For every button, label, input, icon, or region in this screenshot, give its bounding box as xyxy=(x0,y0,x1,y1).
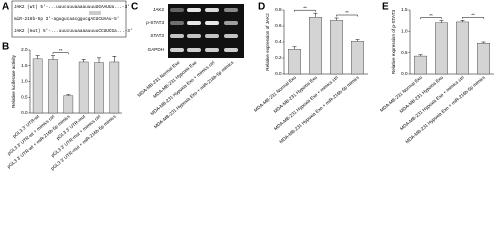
panel-label: E xyxy=(382,2,389,13)
blot-band xyxy=(205,8,219,12)
y-tick-label: 0.0 xyxy=(275,71,282,76)
bar xyxy=(63,95,74,114)
blot-band xyxy=(205,48,219,52)
significance-bracket xyxy=(52,52,69,55)
protein-label: JAK2 xyxy=(153,7,164,12)
significance-label: ** xyxy=(471,12,475,17)
panel-label: B xyxy=(2,42,9,53)
sequence-row: JAK2 (mut) 5'-...uuucuuuaaaauuuuCCUUCGa.… xyxy=(14,29,133,34)
y-tick-label: 1.5 xyxy=(401,7,408,12)
y-axis-title: Relative expression of JAK2 xyxy=(265,13,270,71)
error-bar xyxy=(439,20,444,23)
protein-label: GAPDH xyxy=(148,47,164,52)
pairing-lines xyxy=(89,11,101,15)
sequence-box xyxy=(11,0,127,38)
blot-band xyxy=(224,48,238,52)
y-tick-label: 0.4 xyxy=(275,39,282,44)
significance-label: ** xyxy=(345,10,349,15)
error-bar xyxy=(97,57,101,63)
bar xyxy=(330,20,344,75)
error-bar xyxy=(418,54,423,57)
bar xyxy=(456,21,470,75)
error-bar xyxy=(481,41,486,44)
blot-band xyxy=(224,8,238,12)
blot-band xyxy=(205,34,219,38)
bar xyxy=(351,41,365,75)
y-tick-label: 0.5 xyxy=(21,94,28,99)
significance-label: ** xyxy=(429,13,433,18)
protein-label: p-STAT3 xyxy=(146,20,164,25)
significance-bracket xyxy=(336,14,358,17)
bar xyxy=(435,22,449,75)
protein-label: STAT3 xyxy=(150,33,164,38)
significance-bracket xyxy=(420,17,442,20)
y-tick-label: 0.8 xyxy=(275,7,282,12)
significance-label: ** xyxy=(59,48,63,53)
blot-band xyxy=(224,21,238,25)
blot-band xyxy=(187,34,201,38)
x-tick-label: MDA-MB-231 Hypoxia Exo + miR-216b-5p mim… xyxy=(278,74,360,144)
bar xyxy=(78,61,89,114)
bar xyxy=(32,58,43,114)
blot-band xyxy=(170,8,184,12)
error-bar xyxy=(35,55,40,59)
y-tick-label: 0.0 xyxy=(401,71,408,76)
y-tick-label: 1.5 xyxy=(21,63,28,68)
sequence-row: JAK2 (wt) 5'-...uuucuuuaaaauuuuUGAAUUa..… xyxy=(14,5,130,10)
error-bar xyxy=(460,19,465,22)
error-bar xyxy=(81,59,86,62)
y-axis-title: Relative luciferase activity xyxy=(11,54,16,108)
significance-bracket xyxy=(294,9,316,12)
significance-bracket xyxy=(462,16,484,19)
bar xyxy=(109,61,120,114)
blot-band xyxy=(205,21,219,25)
bar xyxy=(94,62,104,114)
blot-band xyxy=(187,48,201,52)
panel-label: D xyxy=(258,2,265,13)
error-bar xyxy=(66,94,71,96)
blot-band xyxy=(224,34,238,38)
y-tick-label: 0.5 xyxy=(401,50,408,55)
blot-band xyxy=(187,21,201,25)
blot-band xyxy=(170,21,184,25)
blot-band xyxy=(187,8,201,12)
error-bar xyxy=(112,56,117,62)
y-tick-label: 0.0 xyxy=(21,110,28,115)
y-tick-label: 2.0 xyxy=(21,47,28,52)
y-tick-label: 0.6 xyxy=(275,23,282,28)
error-bar xyxy=(51,55,55,60)
figure: A B C D E JAK2 (wt) 5'-...uuucuuuaaaauuu… xyxy=(2,0,494,171)
panel-label: C xyxy=(131,2,138,13)
error-bar xyxy=(355,39,360,42)
significance-label: ** xyxy=(303,5,307,10)
error-bar xyxy=(292,46,297,50)
bar xyxy=(477,43,491,75)
bar xyxy=(288,49,302,75)
y-tick-label: 0.2 xyxy=(275,55,282,60)
x-tick-label: MDA-MB-231 Hypoxia Exo + miR-216b-5p mim… xyxy=(404,74,486,144)
sequence-row: miR-216b-5p 3'-agugucaacggucgACUCUAAu-5' xyxy=(14,17,119,22)
panel-label: A xyxy=(2,2,9,13)
blot-band xyxy=(170,34,184,38)
error-bar xyxy=(313,12,318,18)
bar xyxy=(414,55,428,75)
y-tick-label: 1.0 xyxy=(21,79,28,84)
y-tick-label: 1.0 xyxy=(401,29,408,34)
bar xyxy=(48,59,58,114)
error-bar xyxy=(334,17,339,21)
blot-band xyxy=(170,48,184,52)
y-axis-title: Relative expression of p-STAT3 xyxy=(391,9,396,74)
bar xyxy=(309,17,323,75)
